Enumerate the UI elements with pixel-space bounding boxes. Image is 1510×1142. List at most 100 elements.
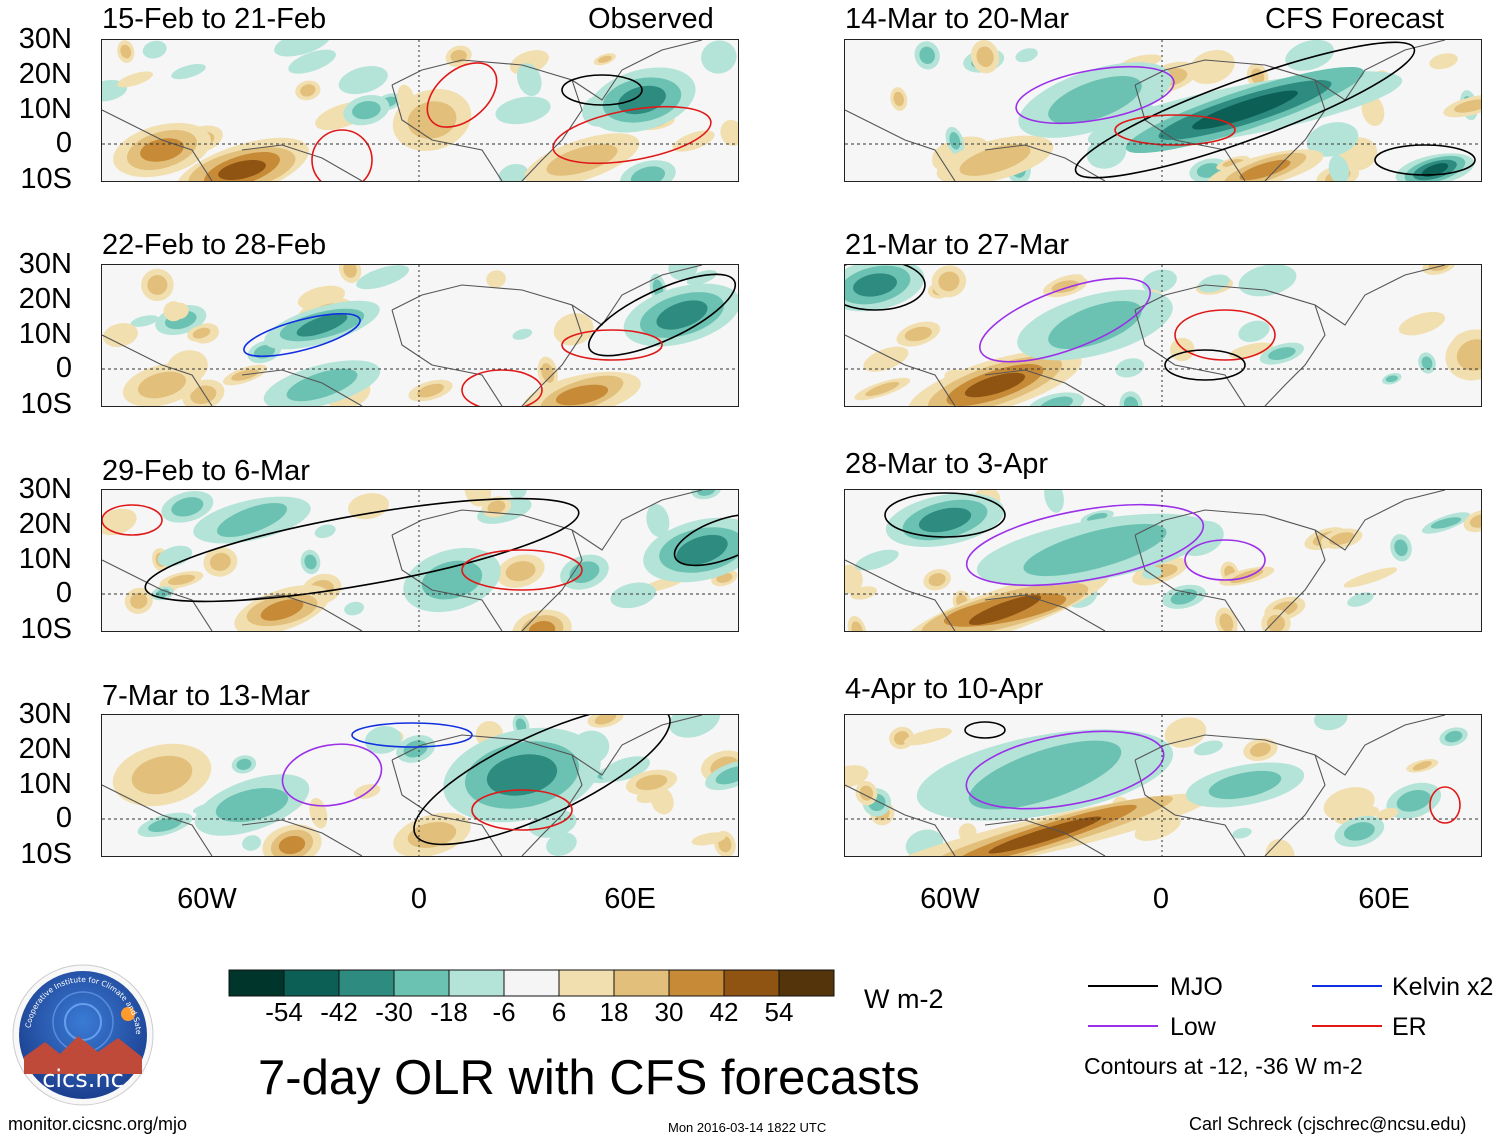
olr-anomaly-shade: [853, 273, 897, 297]
olr-anomaly-shade: [715, 766, 738, 785]
wave-contour: [964, 721, 1006, 739]
panel-title-right-4: 4-Apr to 10-Apr: [845, 673, 1044, 705]
olr-anomaly-shade: [1306, 122, 1359, 157]
olr-anomaly-shade: [656, 300, 708, 330]
olr-anomaly-shade: [102, 79, 128, 102]
olr-anomaly-shade: [120, 44, 132, 59]
olr-anomaly-shade: [1044, 490, 1064, 513]
lat-label-row4-30n: 30N: [18, 698, 72, 730]
wave-contour: [673, 513, 738, 567]
olr-anomaly-shade: [697, 490, 716, 496]
cfs-forecast-header: CFS Forecast: [1265, 3, 1444, 35]
lat-label-row3-0: 0: [55, 577, 72, 609]
colorbar-tick-label: 42: [709, 997, 739, 1027]
olr-anomaly-shade: [669, 715, 721, 738]
legend-label-er: ER: [1392, 1013, 1427, 1041]
colorbar-tick-label: 6: [551, 997, 567, 1027]
lat-label-row2-10n: 10N: [18, 318, 72, 350]
olr-anomaly-shade: [904, 326, 932, 342]
olr-anomaly-shade: [635, 774, 668, 791]
wave-contour: [979, 277, 1151, 363]
olr-anomaly-shade: [242, 835, 262, 851]
olr-anomaly-shade: [1238, 265, 1297, 297]
olr-anomaly-shade: [1456, 339, 1481, 371]
colorbar-tick-label: -42: [320, 997, 358, 1027]
olr-anomaly-shade: [701, 40, 737, 74]
lat-label-row1-10s: 10S: [20, 163, 72, 195]
wave-contour: [471, 789, 573, 831]
panel-title-right-2: 21-Mar to 27-Mar: [845, 229, 1070, 261]
colorbar-tick-label: 30: [654, 997, 684, 1027]
colorbar-swatch: [338, 969, 395, 997]
olr-anomaly-shade: [1039, 396, 1073, 406]
olr-anomaly-shade: [142, 40, 167, 59]
olr-anomaly-shade: [209, 552, 231, 571]
footer-url[interactable]: monitor.cicsnc.org/mjo: [8, 1114, 188, 1134]
olr-anomaly-shade: [300, 84, 316, 97]
colorbar-swatch: [558, 969, 615, 997]
olr-anomaly-shade: [450, 49, 467, 63]
olr-anomaly-shade: [845, 564, 863, 594]
olr-anomaly-shade: [855, 549, 899, 571]
olr-anomaly-shade: [1268, 347, 1296, 361]
olr-anomaly-shade: [314, 524, 336, 539]
coastline: [845, 490, 1446, 631]
wave-contour: [426, 62, 498, 128]
lat-label-row4-10s: 10S: [20, 838, 72, 870]
olr-anomaly-shade: [1249, 742, 1271, 757]
lat-label-row2-30n: 30N: [18, 248, 72, 280]
olr-anomaly-shade: [597, 55, 612, 63]
olr-anomaly-shade: [137, 371, 187, 399]
colorbar-swatch: [283, 969, 340, 997]
lon-label-left-0: 0: [410, 883, 428, 915]
olr-anomaly-shade: [512, 328, 533, 340]
olr-anomaly-shade: [1385, 375, 1398, 383]
olr-anomaly-shade: [217, 502, 287, 538]
olr-anomaly-shade: [1343, 822, 1375, 841]
olr-anomaly-shade: [131, 755, 193, 795]
wave-contour: [561, 74, 643, 106]
wave-contour: [1174, 309, 1276, 361]
lon-label-left-60e: 60E: [604, 883, 656, 915]
coastline: [845, 265, 1446, 406]
olr-anomaly-shade: [1115, 358, 1145, 378]
logo-text: cics.nc: [42, 1065, 124, 1093]
olr-anomaly-shade: [1398, 311, 1446, 336]
olr-anomaly-shade: [938, 271, 960, 292]
wave-contour: [1184, 539, 1266, 581]
olr-anomaly-shade: [630, 166, 666, 181]
wave-contour: [884, 492, 1006, 538]
olr-anomaly-shade: [509, 490, 527, 499]
olr-anomaly-shade: [171, 63, 206, 80]
lat-label-row2-20n: 20N: [18, 283, 72, 315]
wave-contour: [561, 329, 663, 361]
lat-label-row3-30n: 30N: [18, 473, 72, 505]
olr-anomaly-shade: [964, 372, 1026, 398]
colorbar-swatch: [448, 969, 505, 997]
olr-anomaly-shade: [893, 91, 904, 107]
map-left-4: [101, 714, 739, 857]
map-left-1: [101, 39, 739, 182]
olr-map-canvas: [102, 40, 738, 181]
olr-anomaly-shade: [1376, 807, 1399, 820]
cics-logo: Cooperative Institute for Climate and Sa…: [8, 955, 156, 1108]
olr-anomaly-shade: [1429, 53, 1458, 70]
colorbar-swatch: [503, 969, 560, 997]
olr-anomaly-shade: [487, 500, 506, 514]
olr-anomaly-shade: [1421, 356, 1433, 370]
olr-anomaly-shade: [904, 727, 952, 746]
olr-map-canvas: [845, 715, 1481, 856]
olr-anomaly-shade: [1123, 396, 1139, 406]
olr-anomaly-shade: [1343, 567, 1398, 588]
wave-contour: [587, 273, 737, 357]
lat-label-row2-0: 0: [55, 352, 72, 384]
olr-anomaly-shade: [517, 63, 542, 97]
olr-anomaly-shade: [1430, 517, 1462, 529]
olr-anomaly-shade: [344, 601, 365, 616]
colorbar-units: W m-2: [864, 984, 944, 1014]
colorbar-swatch: [393, 969, 450, 997]
lat-label-row4-20n: 20N: [18, 733, 72, 765]
olr-anomaly-shade: [928, 573, 946, 587]
olr-anomaly-shade: [1219, 613, 1234, 631]
colorbar-swatch: [613, 969, 670, 997]
